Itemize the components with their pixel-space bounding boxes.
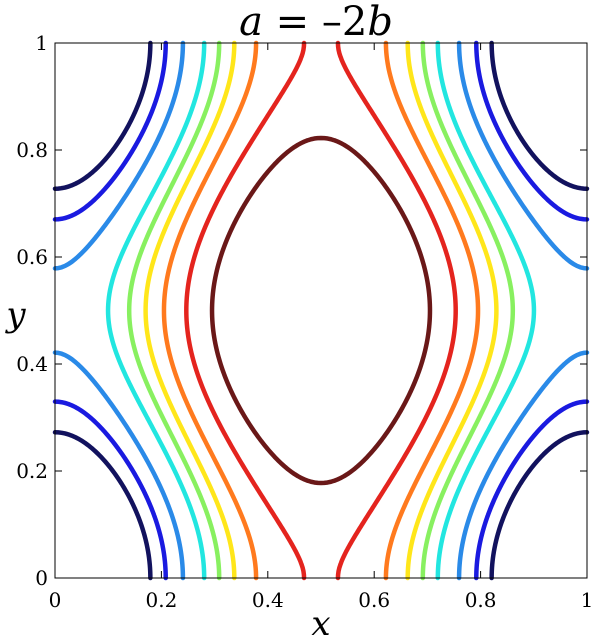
contour-level-9 <box>209 135 433 486</box>
chart-title: a = –2b <box>239 0 393 45</box>
y-tick-label: 0.6 <box>16 245 48 269</box>
contour-level-5 <box>126 40 516 581</box>
x-tick-label: 1 <box>581 588 594 612</box>
plot-frame <box>54 42 588 579</box>
contour-level-7 <box>161 40 481 581</box>
x-tick-label: 0.8 <box>465 588 497 612</box>
tick-labels: 0 0.2 0.4 0.6 0.8 1 0 0.2 0.4 0.6 0.8 1 <box>16 31 593 612</box>
contour-level-2 <box>52 40 590 581</box>
contour-level-4 <box>105 40 537 581</box>
contour-level-8 <box>184 40 458 581</box>
x-axis-title: x <box>311 604 330 638</box>
x-tick-label: 0 <box>49 588 62 612</box>
y-tick-label: 0.8 <box>16 138 48 162</box>
y-tick-label: 0.4 <box>16 352 48 376</box>
contour-lines <box>52 40 590 581</box>
contour-level-6 <box>143 40 499 581</box>
x-tick-label: 0.4 <box>252 588 284 612</box>
x-tick-label: 0.2 <box>145 588 177 612</box>
y-tick-label: 1 <box>35 31 48 55</box>
axis-ticks <box>54 42 588 579</box>
contour-level-3 <box>52 40 590 581</box>
y-tick-label: 0.2 <box>16 459 48 483</box>
y-axis-title: y <box>4 295 26 335</box>
x-tick-label: 0.6 <box>358 588 390 612</box>
contour-level-1 <box>52 40 590 581</box>
y-tick-label: 0 <box>35 566 48 590</box>
